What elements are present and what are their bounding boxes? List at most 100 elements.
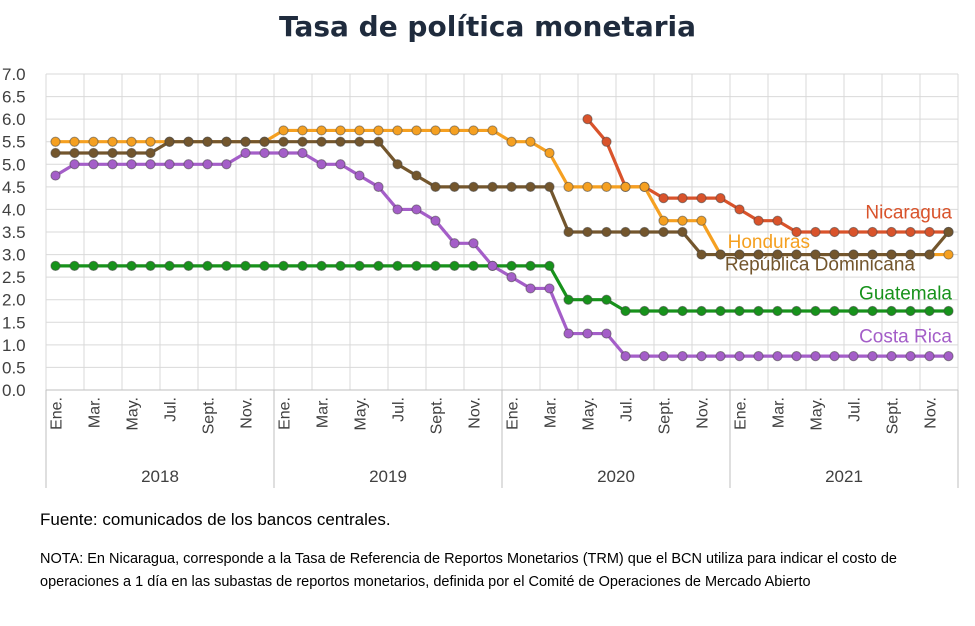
data-point <box>392 125 403 136</box>
data-point <box>601 136 612 147</box>
data-point <box>658 305 669 317</box>
note-text: NOTA: En Nicaragua, corresponde a la Tas… <box>40 551 897 590</box>
data-point <box>601 328 612 339</box>
data-point <box>772 305 783 317</box>
data-point <box>468 238 479 249</box>
data-point <box>88 159 99 170</box>
data-point <box>107 260 118 271</box>
x-tick-label: May. <box>125 397 142 430</box>
data-point <box>677 193 688 204</box>
data-point <box>468 181 479 192</box>
data-point <box>582 328 593 339</box>
y-tick-label: 3.5 <box>2 223 26 242</box>
year-label: 2021 <box>825 467 863 486</box>
data-point <box>506 181 517 192</box>
data-point <box>544 260 555 271</box>
data-point <box>487 181 498 192</box>
data-point <box>924 249 935 260</box>
data-point <box>335 260 346 271</box>
data-point <box>449 181 460 192</box>
data-point <box>620 305 631 317</box>
x-tick-label: Sept. <box>429 397 446 434</box>
y-tick-label: 5.5 <box>2 133 26 152</box>
y-tick-label: 1.5 <box>2 313 26 332</box>
y-tick-label: 6.0 <box>2 110 26 129</box>
data-point <box>373 181 384 192</box>
x-tick-label: Jul. <box>391 397 408 422</box>
series-costa-rica <box>50 147 954 362</box>
data-point <box>943 351 954 362</box>
data-point <box>848 351 859 362</box>
data-point <box>278 147 289 159</box>
data-point <box>430 181 441 192</box>
data-point <box>354 136 365 147</box>
data-point <box>658 215 669 226</box>
year-label: 2020 <box>597 467 635 486</box>
data-point <box>924 226 935 238</box>
data-point <box>240 136 251 147</box>
data-point <box>202 159 213 170</box>
data-point <box>69 147 80 159</box>
y-tick-label: 5.0 <box>2 155 26 174</box>
data-point <box>696 249 707 260</box>
data-point <box>392 159 403 170</box>
data-point <box>525 283 536 294</box>
x-tick-label: Mar. <box>543 397 560 428</box>
data-point <box>753 305 764 317</box>
x-tick-label: Ene. <box>733 397 750 430</box>
series-republica-dominicana <box>50 136 954 260</box>
data-point <box>829 226 840 238</box>
y-tick-label: 0.5 <box>2 358 26 377</box>
data-point <box>259 147 270 159</box>
data-point <box>316 125 327 136</box>
data-point <box>601 294 612 305</box>
data-point <box>107 147 118 159</box>
data-point <box>810 305 821 317</box>
data-point <box>107 136 118 147</box>
data-point <box>50 260 61 271</box>
data-point <box>639 226 650 238</box>
data-point <box>240 147 251 159</box>
data-point <box>335 136 346 147</box>
data-point <box>563 181 574 192</box>
data-point <box>316 159 327 170</box>
x-tick-label: Jul. <box>163 397 180 422</box>
data-point <box>430 260 441 271</box>
data-point <box>50 170 61 181</box>
data-point <box>658 193 669 204</box>
data-point <box>544 147 555 159</box>
data-point <box>601 226 612 238</box>
data-point <box>905 226 916 238</box>
y-tick-label: 3.0 <box>2 246 26 265</box>
data-point <box>905 249 916 260</box>
data-point <box>164 159 175 170</box>
data-point <box>411 260 422 271</box>
data-point <box>734 351 745 362</box>
data-point <box>791 305 802 317</box>
data-point <box>753 249 764 260</box>
x-tick-label: May. <box>353 397 370 430</box>
data-point <box>69 136 80 147</box>
data-point <box>449 238 460 249</box>
data-point <box>734 204 745 215</box>
data-point <box>316 260 327 271</box>
data-point <box>848 249 859 260</box>
x-tick-label: Ene. <box>49 397 66 430</box>
data-point <box>563 226 574 238</box>
data-point <box>658 226 669 238</box>
data-point <box>715 351 726 362</box>
x-tick-label: Ene. <box>277 397 294 430</box>
data-point <box>278 260 289 271</box>
data-point <box>715 193 726 204</box>
data-point <box>639 181 650 192</box>
data-point <box>867 305 878 317</box>
x-tick-label: Sept. <box>201 397 218 434</box>
data-point <box>392 204 403 215</box>
x-tick-label: Nov. <box>239 397 256 429</box>
y-tick-label: 1.0 <box>2 336 26 355</box>
data-point <box>487 260 498 271</box>
data-point <box>677 215 688 226</box>
data-point <box>183 260 194 271</box>
data-point <box>658 351 669 362</box>
data-point <box>164 260 175 271</box>
